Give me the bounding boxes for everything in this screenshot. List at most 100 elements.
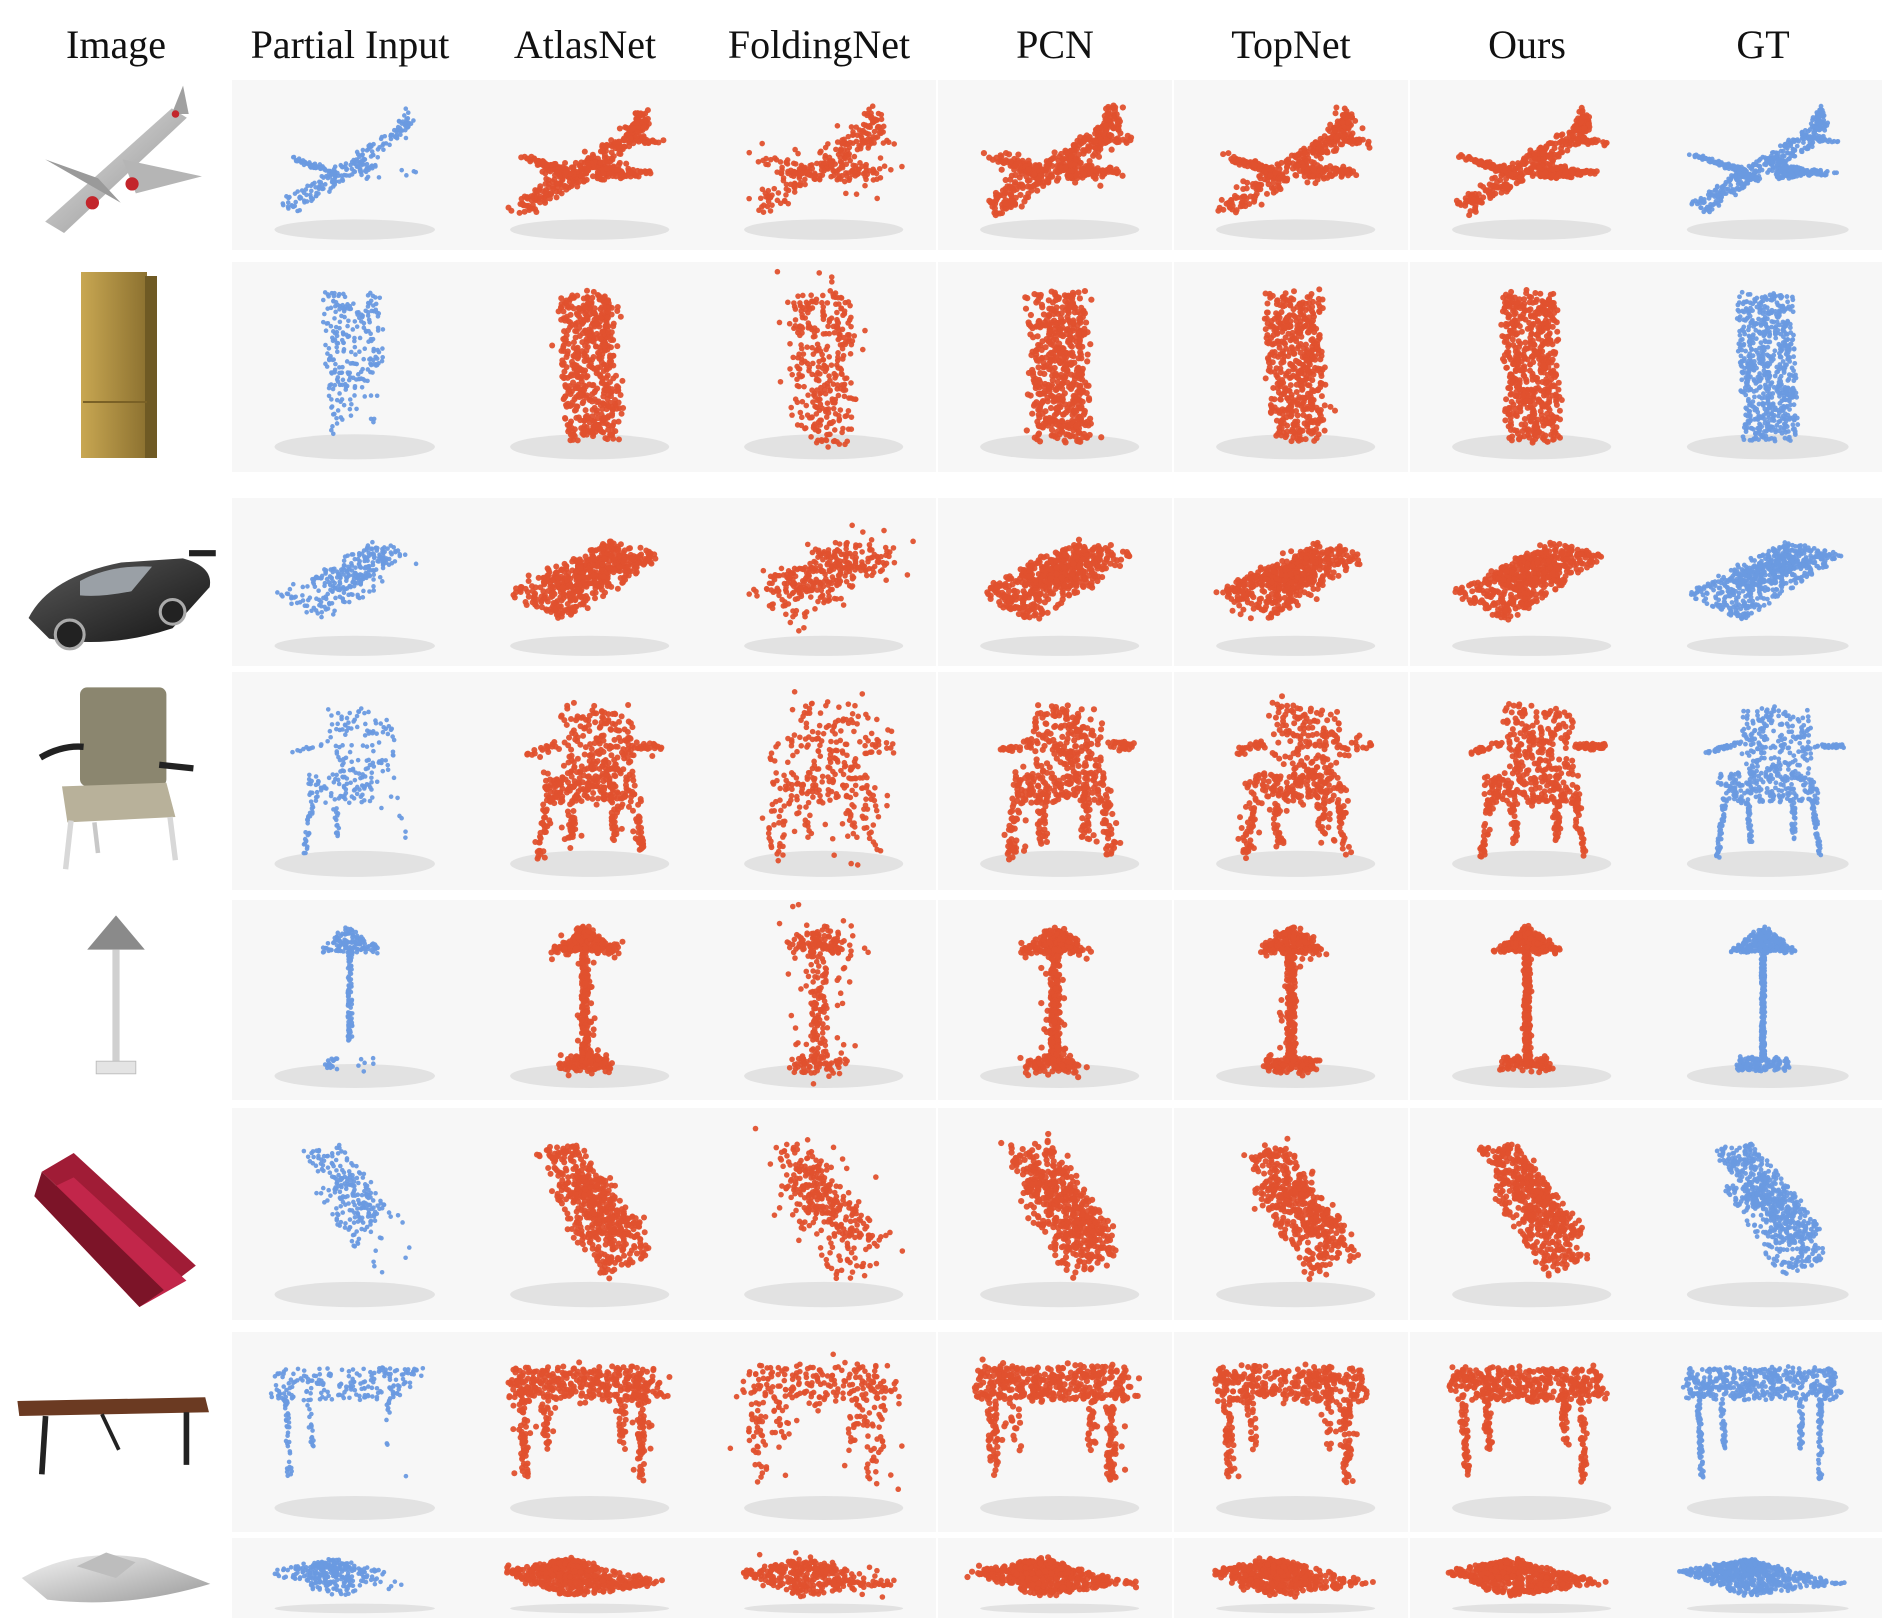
cell-chair-ours: [1410, 672, 1644, 890]
point-cloud: [1714, 1141, 1826, 1276]
cell-chair-image: [8, 672, 224, 890]
point-cloud: [1688, 540, 1844, 622]
ground-shadow: [510, 1603, 670, 1614]
cell-sofa-ours: [1410, 1108, 1644, 1320]
cell-airplane-pcn: [938, 80, 1172, 250]
ground-shadow: [1452, 1064, 1612, 1088]
cabinet-icon: [81, 272, 157, 458]
ground-shadow: [510, 1496, 670, 1520]
ground-shadow: [980, 219, 1140, 240]
point-cloud: [1234, 693, 1375, 862]
ground-shadow: [510, 1064, 670, 1088]
airplane-point-cloud-ours: [1410, 80, 1644, 250]
ground-shadow: [1452, 635, 1612, 656]
column-header-atlasnet: AtlasNet: [468, 14, 702, 74]
point-cloud: [1257, 924, 1330, 1079]
point-cloud: [1734, 289, 1801, 444]
sofa-point-cloud-foldingnet: [702, 1108, 936, 1320]
ground-shadow: [1216, 1281, 1376, 1308]
sofa-icon: [34, 1152, 196, 1307]
table-point-cloud-foldingnet: [702, 1332, 936, 1532]
point-cloud: [971, 1356, 1143, 1483]
ground-shadow: [1686, 1064, 1849, 1088]
point-cloud: [727, 1351, 905, 1493]
cabinet-point-cloud-foldingnet: [702, 262, 936, 472]
cell-car-atlasnet: [468, 498, 702, 666]
cell-chair-pcn: [938, 672, 1172, 890]
lamp-point-cloud-topnet: [1174, 900, 1408, 1100]
point-cloud: [759, 688, 897, 868]
cell-sofa-image: [8, 1108, 224, 1320]
ground-shadow: [980, 434, 1140, 460]
boat-point-cloud-ours: [1410, 1538, 1644, 1618]
cell-cabinet-partial-input: [232, 262, 468, 472]
ground-shadow: [1216, 635, 1376, 656]
airplane-point-cloud-pcn: [938, 80, 1172, 250]
airplane-point-cloud-topnet: [1174, 80, 1408, 250]
ground-shadow: [1452, 1603, 1612, 1614]
cell-lamp-foldingnet: [702, 900, 936, 1100]
ground-shadow: [1686, 434, 1849, 460]
column-header-topnet: TopNet: [1174, 14, 1408, 74]
cell-table-image: [8, 1332, 224, 1532]
point-cloud: [290, 706, 408, 856]
car-icon: [28, 550, 216, 651]
point-cloud: [964, 1554, 1140, 1599]
point-cloud: [1680, 1364, 1844, 1482]
ground-shadow: [1452, 850, 1612, 877]
lamp-point-cloud-pcn: [938, 900, 1172, 1100]
chair-point-cloud-pcn: [938, 672, 1172, 890]
cabinet-point-cloud-gt: [1644, 262, 1882, 472]
ground-shadow: [744, 219, 904, 240]
point-cloud: [1017, 924, 1095, 1081]
cell-airplane-ours: [1410, 80, 1644, 250]
cell-car-gt: [1644, 498, 1882, 666]
cell-lamp-pcn: [938, 900, 1172, 1100]
airplane-point-cloud-gt: [1644, 80, 1882, 250]
sofa-point-cloud-ours: [1410, 1108, 1644, 1320]
point-cloud: [1468, 700, 1608, 860]
airplane-point-cloud-atlasnet: [468, 80, 702, 250]
cell-car-ours: [1410, 498, 1644, 666]
table-point-cloud-pcn: [938, 1332, 1172, 1532]
sofa-point-cloud-atlasnet: [468, 1108, 702, 1320]
ground-shadow: [510, 1281, 670, 1308]
cell-car-pcn: [938, 498, 1172, 666]
table-icon: [17, 1397, 209, 1475]
point-cloud: [746, 103, 905, 215]
point-cloud: [997, 702, 1137, 863]
ground-shadow: [744, 1281, 904, 1308]
cabinet-point-cloud-topnet: [1174, 262, 1408, 472]
boat-point-cloud-gt: [1644, 1538, 1882, 1618]
point-cloud: [548, 923, 626, 1079]
cell-chair-topnet: [1174, 672, 1408, 890]
cell-table-foldingnet: [702, 1332, 936, 1532]
boat-point-cloud-pcn: [938, 1538, 1172, 1618]
lamp-point-cloud-atlasnet: [468, 900, 702, 1100]
cabinet-point-cloud-ours: [1410, 262, 1644, 472]
sofa-point-cloud-topnet: [1174, 1108, 1408, 1320]
lamp-point-cloud-foldingnet: [702, 900, 936, 1100]
cell-airplane-atlasnet: [468, 80, 702, 250]
boat-point-cloud-foldingnet: [702, 1538, 936, 1618]
ground-shadow: [1216, 850, 1376, 877]
cell-airplane-foldingnet: [702, 80, 936, 250]
point-cloud: [1241, 1135, 1362, 1282]
ground-shadow: [1452, 434, 1612, 460]
lamp-point-cloud-gt: [1644, 900, 1882, 1100]
point-cloud: [1212, 1361, 1370, 1486]
cabinet-point-cloud-atlasnet: [468, 262, 702, 472]
chair-point-cloud-gt: [1644, 672, 1882, 890]
ground-shadow: [1216, 434, 1376, 460]
point-cloud: [320, 925, 380, 1074]
point-cloud: [746, 522, 916, 634]
car-point-cloud-topnet: [1174, 498, 1408, 666]
ground-shadow: [744, 1064, 904, 1088]
cell-sofa-partial-input: [232, 1108, 468, 1320]
chair-point-cloud-foldingnet: [702, 672, 936, 890]
cell-boat-foldingnet: [702, 1538, 936, 1618]
ground-shadow: [1686, 1281, 1849, 1308]
ground-shadow: [1216, 1064, 1376, 1088]
cell-car-foldingnet: [702, 498, 936, 666]
